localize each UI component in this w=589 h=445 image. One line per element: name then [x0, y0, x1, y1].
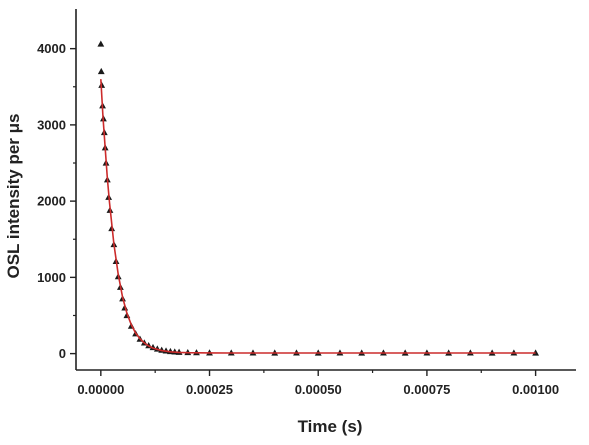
y-tick-label: 3000 [37, 117, 66, 132]
y-tick-label: 2000 [37, 194, 66, 209]
x-tick-label: 0.00100 [512, 382, 559, 397]
y-axis-title: OSL intensity per μs [4, 113, 23, 278]
data-point-triangle [97, 40, 105, 47]
x-axis-title: Time (s) [298, 417, 363, 436]
y-axis: 0 1000 2000 3000 4000 [37, 41, 76, 361]
series-layer [97, 40, 540, 356]
x-tick-label: 0.00050 [295, 382, 342, 397]
data-point-triangle [97, 67, 105, 75]
fit-line [100, 79, 536, 354]
plot-frame [75, 9, 576, 371]
x-axis: 0.00000 0.00025 0.00050 0.00075 0.00100 [77, 370, 559, 397]
y-tick-label: 0 [59, 346, 66, 361]
x-tick-label: 0.00000 [77, 382, 124, 397]
x-tick-label: 0.00025 [186, 382, 233, 397]
x-tick-label: 0.00075 [403, 382, 450, 397]
y-tick-label: 1000 [37, 270, 66, 285]
y-tick-label: 4000 [37, 41, 66, 56]
data-markers [97, 40, 540, 356]
